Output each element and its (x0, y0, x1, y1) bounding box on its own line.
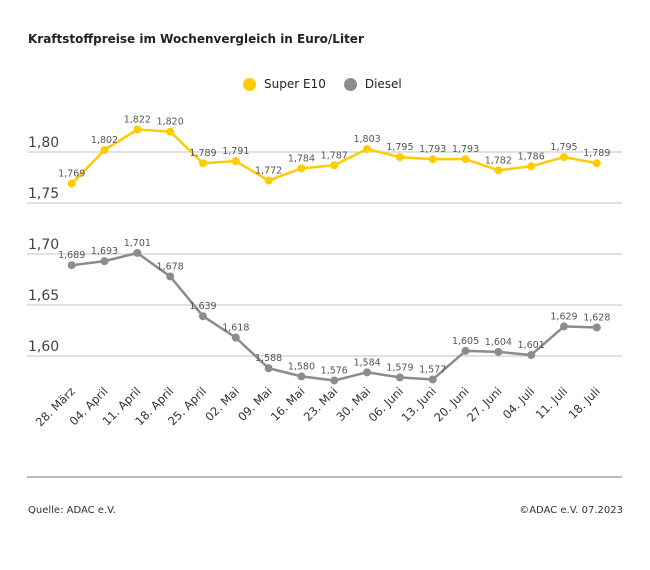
data-label: 1,604 (485, 337, 512, 348)
legend-label: Super E10 (264, 77, 326, 91)
data-point (297, 372, 306, 381)
data-label: 1,789 (583, 148, 610, 159)
x-tick-label: 04. Juli (500, 384, 537, 421)
data-label: 1,584 (353, 357, 380, 368)
data-label: 1,629 (550, 311, 577, 322)
legend-item-diesel: Diesel (343, 77, 402, 91)
x-tick-label: 18. Juli (565, 384, 602, 421)
data-label: 1,791 (222, 146, 249, 157)
data-point (67, 261, 76, 270)
data-point (494, 347, 503, 356)
data-label: 1,782 (485, 155, 512, 166)
data-label: 1,795 (386, 142, 413, 153)
x-tick-label: 27. Juni (464, 384, 504, 424)
data-label: 1,793 (452, 144, 479, 155)
data-point (166, 272, 175, 281)
series-line-diesel (71, 251, 597, 382)
data-label: 1,772 (255, 166, 282, 177)
data-point (592, 323, 601, 332)
data-point (67, 179, 76, 188)
data-label: 1,576 (321, 365, 348, 376)
data-point (166, 127, 175, 136)
data-point (133, 248, 142, 257)
data-point (330, 161, 339, 170)
x-tick-label: 20. Juni (431, 384, 471, 424)
data-label: 1,618 (222, 323, 249, 334)
data-label: 1,628 (583, 312, 610, 323)
data-point (428, 155, 437, 164)
data-label: 1,822 (124, 115, 151, 126)
data-label: 1,689 (58, 250, 85, 261)
x-tick-label: 23. Mai (301, 384, 341, 424)
data-point (461, 346, 470, 355)
data-label: 1,580 (288, 361, 315, 372)
y-tick-label: 1,65 (28, 288, 59, 304)
data-point (231, 157, 240, 166)
data-point (461, 155, 470, 164)
x-tick-label: 30. Mai (334, 384, 374, 424)
data-point (527, 162, 536, 171)
data-point (264, 364, 273, 373)
data-point (560, 322, 568, 331)
data-label: 1,784 (288, 153, 315, 164)
copyright-note: ©ADAC e.V. 07.2023 (519, 505, 623, 516)
source-note: Quelle: ADAC e.V. (28, 505, 116, 516)
data-point (133, 125, 142, 134)
data-point (363, 144, 372, 153)
legend-marker-super-e10 (243, 77, 256, 91)
data-label: 1,693 (91, 246, 118, 257)
y-tick-label: 1,80 (28, 135, 59, 151)
data-label: 1,795 (550, 142, 577, 153)
data-point (494, 166, 503, 175)
data-point (264, 176, 273, 185)
data-label: 1,787 (321, 150, 348, 161)
data-label: 1,601 (518, 340, 545, 351)
data-label: 1,639 (189, 301, 216, 312)
y-tick-label: 1,70 (28, 237, 59, 253)
data-point (592, 159, 601, 168)
x-tick-label: 13. Juni (398, 384, 438, 424)
data-label: 1,802 (91, 135, 118, 146)
x-tick-label: 11. Juli (533, 384, 570, 421)
data-point (395, 153, 404, 162)
data-label: 1,577 (419, 364, 446, 375)
data-label: 1,605 (452, 336, 479, 347)
data-label: 1,701 (124, 238, 151, 249)
data-point (297, 164, 306, 173)
data-label: 1,579 (386, 362, 413, 373)
x-tick-label: 06. Juni (366, 384, 406, 424)
data-point (100, 257, 109, 266)
x-tick-label: 02. Mai (202, 384, 242, 424)
data-label: 1,803 (353, 134, 380, 145)
data-point (198, 312, 207, 321)
data-point (231, 333, 240, 342)
data-label: 1,793 (419, 144, 446, 155)
data-point (198, 159, 207, 168)
data-label: 1,786 (518, 151, 545, 162)
data-point (428, 375, 437, 384)
data-label: 1,588 (255, 353, 282, 364)
legend-label: Diesel (364, 77, 402, 91)
data-label: 1,820 (157, 117, 184, 128)
data-point (395, 373, 404, 382)
data-point (527, 350, 536, 359)
legend-item-super-e10: Super E10 (243, 77, 326, 91)
data-label: 1,678 (157, 261, 184, 272)
y-tick-label: 1,75 (28, 186, 59, 202)
data-point (560, 153, 568, 162)
legend: Super E10 Diesel (243, 77, 402, 91)
data-point (100, 145, 109, 154)
x-tick-label: 09. Mai (235, 384, 275, 424)
data-point (363, 368, 372, 377)
x-tick-label: 16. Mai (268, 384, 308, 424)
data-point (330, 376, 339, 385)
data-label: 1,789 (189, 148, 216, 159)
chart-title: Kraftstoffpreise im Wochenvergleich in E… (28, 32, 364, 46)
legend-marker-diesel (343, 77, 357, 91)
y-tick-label: 1,60 (28, 339, 59, 355)
data-label: 1,769 (58, 169, 85, 180)
